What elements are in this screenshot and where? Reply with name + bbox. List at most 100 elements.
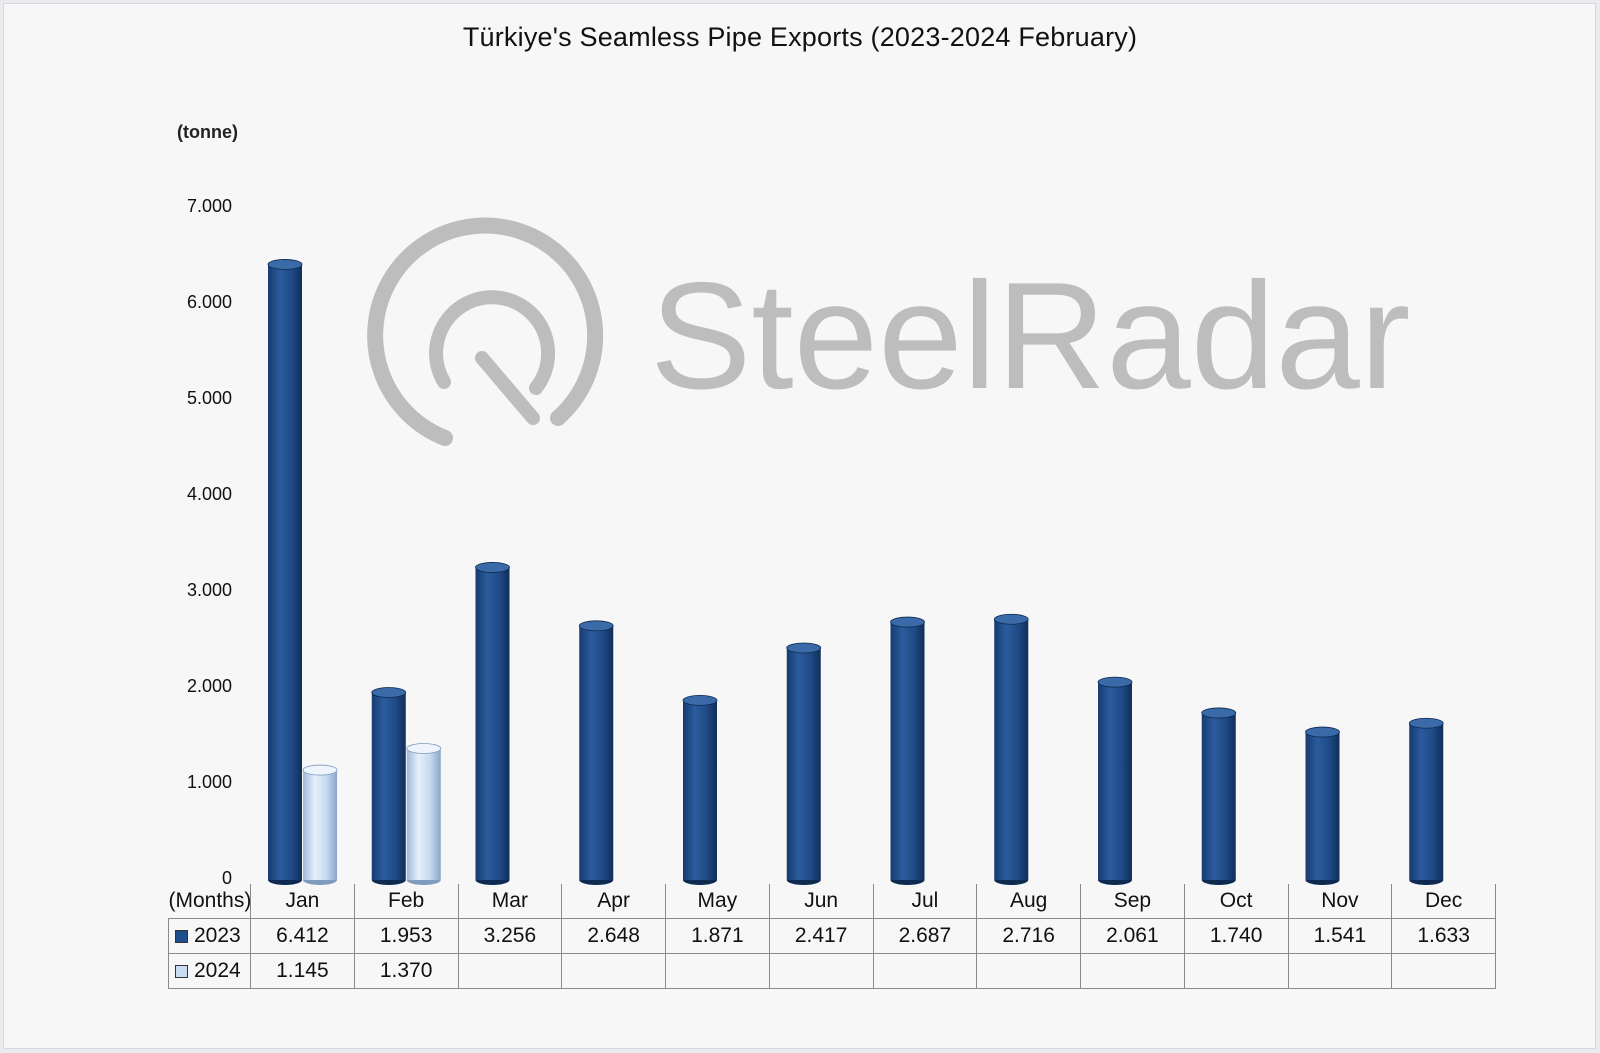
bar-2023-jul	[890, 616, 925, 885]
bar-body	[994, 619, 1029, 880]
bar-body	[1098, 682, 1132, 880]
bar-body	[371, 692, 406, 880]
bar-body	[303, 770, 337, 880]
bar-2023-dec	[1408, 717, 1444, 885]
bar-2023-jun	[786, 642, 822, 885]
bar-2023-feb	[371, 687, 407, 885]
bar-2024-feb	[406, 743, 442, 885]
bar-cap	[786, 642, 822, 654]
x-tick-label: Jun	[768, 884, 874, 919]
data-table: (Months) Jan Feb Mar Apr May Jun Jul Aug Sep Oct No…	[168, 884, 1496, 989]
bar-body	[1409, 723, 1444, 880]
bar-body	[786, 647, 821, 880]
bar-cap	[682, 694, 718, 706]
data-label	[561, 953, 666, 989]
bar-body	[1201, 712, 1236, 880]
chart-title: Türkiye's Seamless Pipe Exports (2023-20…	[462, 22, 1138, 52]
bar-2023-aug	[993, 613, 1029, 885]
data-label	[1080, 953, 1185, 989]
data-label: 2.716	[976, 918, 1081, 954]
data-label	[1391, 953, 1496, 989]
watermark-text: SteelRadar	[650, 251, 1410, 421]
bar-cap	[1305, 726, 1340, 738]
bar-cap	[578, 620, 614, 632]
bar-2023-nov	[1305, 726, 1340, 885]
bar-2024-jan	[302, 764, 338, 885]
x-axis-label: (Months)	[168, 889, 252, 912]
y-tick-label: 3.000	[186, 580, 232, 600]
data-label: 2.648	[561, 918, 666, 954]
data-label: 1.871	[665, 918, 770, 954]
bar-body	[890, 622, 925, 880]
legend-swatch	[175, 930, 188, 943]
x-tick-label: Sep	[1080, 884, 1185, 919]
x-tick-label: Apr	[561, 884, 666, 919]
data-label: 3.256	[457, 918, 563, 954]
x-tick-label: Jul	[872, 884, 978, 919]
data-label	[872, 953, 978, 989]
data-label	[1287, 953, 1393, 989]
y-tick-label: 5.000	[186, 388, 232, 408]
bar-body	[1305, 732, 1340, 880]
bar-cap	[993, 613, 1029, 625]
x-tick-label: Dec	[1391, 884, 1496, 919]
x-tick-label: Jan	[250, 884, 355, 919]
data-label	[1183, 953, 1289, 989]
bar-cap	[1408, 717, 1444, 729]
y-tick-label: 0	[221, 868, 232, 888]
bar-cap	[1201, 707, 1237, 719]
table-header-row: (Months) Jan Feb Mar Apr May Jun Jul Aug Sep Oct No…	[169, 884, 1496, 919]
data-label: 1.740	[1183, 918, 1289, 954]
y-tick-label: 4.000	[186, 484, 232, 504]
y-tick-label: 2.000	[186, 676, 232, 696]
bar-2023-sep	[1097, 676, 1133, 885]
data-label: 1.953	[353, 918, 459, 954]
bar-body	[268, 264, 302, 880]
bar-2023-oct	[1201, 707, 1237, 885]
bar-cap	[890, 616, 925, 628]
x-tick-label: Feb	[353, 884, 459, 919]
bar-body	[475, 567, 510, 880]
x-tick-label: Mar	[457, 884, 563, 919]
table-row: 2024 1.145 1.370	[168, 953, 1496, 989]
bar-2023-apr	[578, 620, 614, 885]
data-label	[665, 953, 770, 989]
bar-body	[683, 700, 717, 880]
legend-entry: 2023	[168, 918, 251, 954]
data-label: 2.687	[872, 918, 978, 954]
data-label: 1.370	[353, 953, 459, 989]
bar-2023-jan	[267, 259, 303, 885]
table-row: 2023 6.412 1.953 3.256 2.648 1.871 2.417 2.687 2…	[168, 918, 1496, 954]
x-tick-label: May	[665, 884, 770, 919]
radar-logo-icon	[367, 217, 604, 446]
bar-cap	[371, 687, 407, 698]
bar-cap	[1097, 676, 1133, 688]
data-label	[457, 953, 563, 989]
bar-cap	[267, 259, 303, 270]
legend-swatch	[175, 965, 188, 978]
bar-cap	[406, 743, 442, 754]
bar-cap	[302, 764, 338, 776]
series-name: 2023	[194, 924, 241, 947]
data-label: 1.633	[1391, 918, 1496, 954]
bar-2023-may	[682, 694, 718, 885]
y-tick-label: 7.000	[186, 196, 232, 216]
data-label: 1.145	[250, 953, 355, 989]
series-name: 2024	[194, 959, 241, 982]
legend-entry: 2024	[168, 953, 251, 989]
data-label: 1.541	[1287, 918, 1393, 954]
x-tick-label: Aug	[976, 884, 1081, 919]
data-label: 6.412	[250, 918, 355, 954]
data-label	[768, 953, 874, 989]
y-tick-label: 6.000	[186, 292, 232, 312]
y-tick-label: 1.000	[186, 772, 232, 792]
bar-2023-mar	[475, 562, 510, 885]
data-label: 2.417	[768, 918, 874, 954]
bar-body	[406, 748, 441, 880]
x-tick-label: Oct	[1183, 884, 1289, 919]
bar-body	[579, 625, 614, 880]
x-tick-label: Nov	[1287, 884, 1393, 919]
data-label	[976, 953, 1081, 989]
